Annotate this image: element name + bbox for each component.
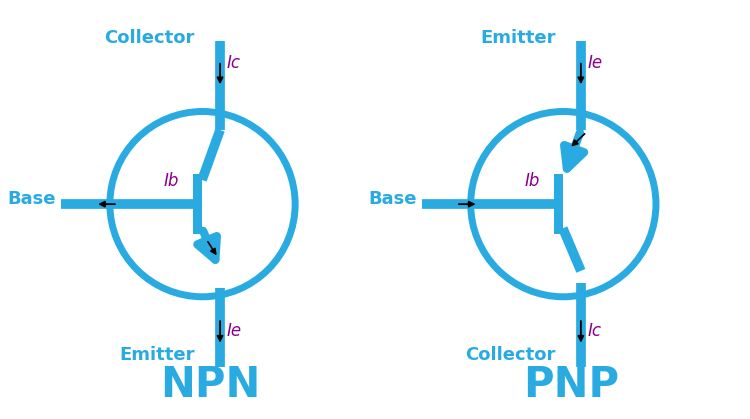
Text: Ie: Ie xyxy=(588,54,603,72)
Text: Ic: Ic xyxy=(588,322,602,340)
Bar xyxy=(554,174,562,234)
Bar xyxy=(194,174,202,234)
Text: Collector: Collector xyxy=(465,346,556,364)
Text: NPN: NPN xyxy=(160,364,260,406)
Text: Ib: Ib xyxy=(164,173,179,191)
Text: Base: Base xyxy=(8,190,56,208)
Text: Ib: Ib xyxy=(524,173,540,191)
Text: Collector: Collector xyxy=(104,29,195,47)
Text: Emitter: Emitter xyxy=(119,346,195,364)
Text: Ie: Ie xyxy=(227,322,242,340)
Text: PNP: PNP xyxy=(523,364,620,406)
Text: Ic: Ic xyxy=(227,54,241,72)
Text: Emitter: Emitter xyxy=(480,29,556,47)
Text: Base: Base xyxy=(368,190,417,208)
